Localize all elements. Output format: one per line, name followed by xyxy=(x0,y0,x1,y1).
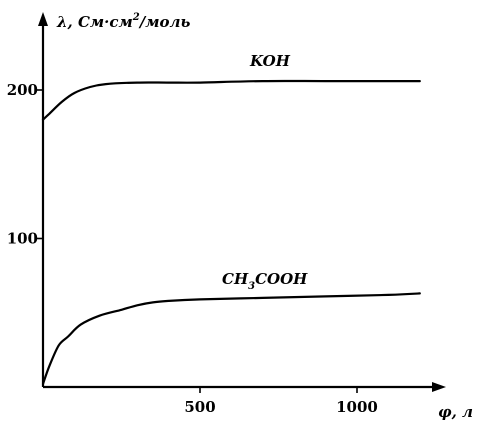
y-axis-title-end: /моль xyxy=(138,13,191,31)
y-tick-label: 100 xyxy=(7,230,38,248)
y-axis-title-main: λ, См·см xyxy=(56,13,133,31)
x-axis-title: φ, л xyxy=(438,403,473,421)
ch3cooh-part-b: COOH xyxy=(255,270,308,288)
x-tick-label: 1000 xyxy=(336,398,378,416)
y-axis-title: λ, См·см2/моль xyxy=(56,12,190,31)
axes xyxy=(38,12,446,392)
x-axis-arrow xyxy=(432,382,446,392)
y-axis-title-superscript: 2 xyxy=(132,12,140,23)
ticks: 100 200 500 1000 xyxy=(7,81,378,416)
y-tick-label: 200 xyxy=(7,81,38,99)
series-label-koh: KOH xyxy=(249,52,291,70)
series-line-ch3cooh xyxy=(41,292,421,386)
y-axis-arrow xyxy=(38,12,48,26)
x-tick-label: 500 xyxy=(184,398,215,416)
ch3cooh-part-a: CH xyxy=(222,270,249,288)
series-line-koh xyxy=(41,79,421,121)
series-label-ch3cooh: CH3COOH xyxy=(222,270,308,292)
ch3cooh-subscript: 3 xyxy=(248,281,255,292)
series-group xyxy=(41,79,421,386)
